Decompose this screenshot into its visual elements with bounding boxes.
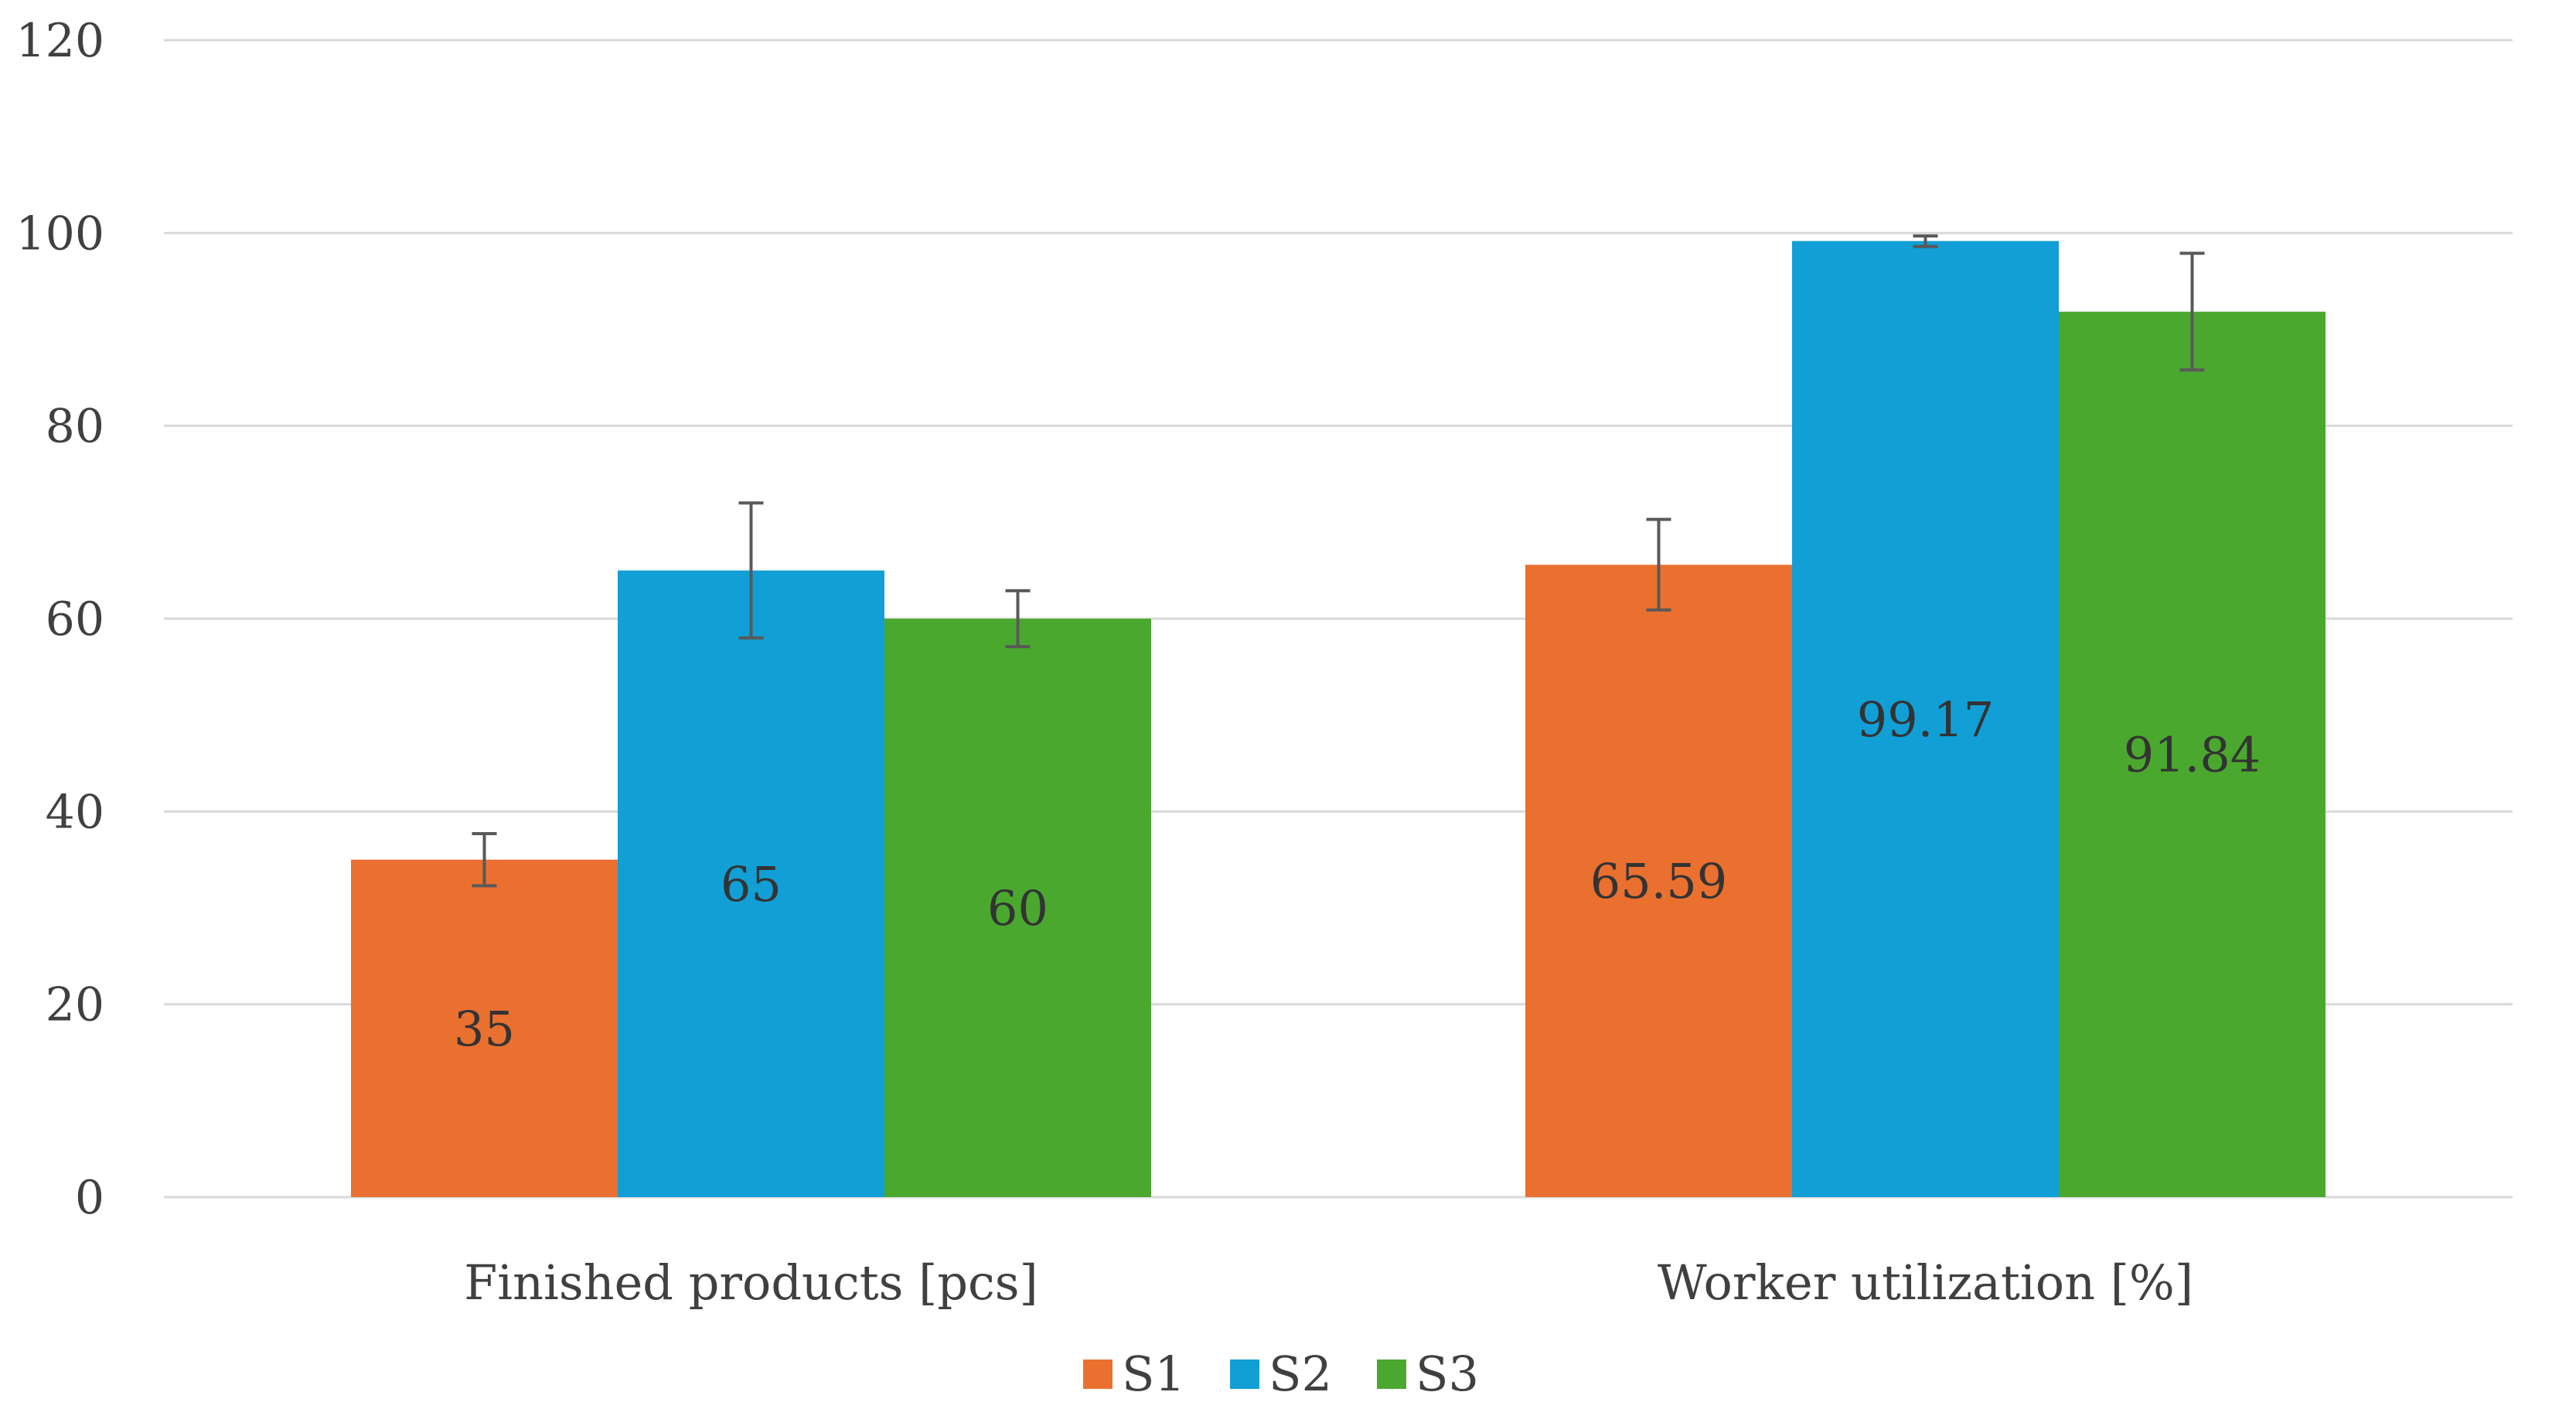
data-label: 35 xyxy=(454,1001,515,1057)
bar-s2 xyxy=(1792,241,2059,1197)
legend-label-s3: S3 xyxy=(1416,1346,1479,1402)
data-label: 91.84 xyxy=(2124,727,2261,783)
error-bars xyxy=(472,234,2205,888)
legend-swatch-s3 xyxy=(1377,1360,1406,1389)
data-label: 60 xyxy=(987,880,1048,936)
data-label: 65.59 xyxy=(1590,853,1728,909)
category-labels: Finished products [pcs] Worker utilizatio… xyxy=(464,1254,2193,1311)
category-label: Worker utilization [%] xyxy=(1658,1254,2193,1311)
y-tick-label: 100 xyxy=(15,206,104,261)
y-tick-label: 40 xyxy=(46,785,104,839)
bars xyxy=(351,241,2326,1198)
y-tick-label: 20 xyxy=(46,978,104,1032)
legend-label-s2: S2 xyxy=(1269,1346,1332,1402)
legend-swatch-s2 xyxy=(1230,1360,1259,1389)
y-tick-label: 0 xyxy=(75,1171,104,1225)
bar-s2 xyxy=(618,570,884,1197)
y-tick-label: 120 xyxy=(15,14,104,68)
legend: S1 S2 S3 xyxy=(1083,1346,1479,1402)
y-tick-label: 80 xyxy=(46,400,104,454)
bar-s1 xyxy=(1525,565,1792,1197)
bar-s3 xyxy=(2059,312,2326,1198)
data-label: 99.17 xyxy=(1857,691,1995,748)
bar-s3 xyxy=(884,619,1151,1197)
category-label: Finished products [pcs] xyxy=(464,1254,1038,1311)
y-axis-ticks: 0 20 40 60 80 100 120 xyxy=(15,14,104,1225)
data-labels: 35 65 60 65.59 99.17 91.84 xyxy=(454,691,2261,1057)
legend-label-s1: S1 xyxy=(1122,1346,1185,1402)
y-tick-label: 60 xyxy=(46,592,104,647)
data-label: 65 xyxy=(721,856,782,913)
legend-swatch-s1 xyxy=(1083,1360,1113,1389)
bar-s1 xyxy=(351,859,618,1197)
